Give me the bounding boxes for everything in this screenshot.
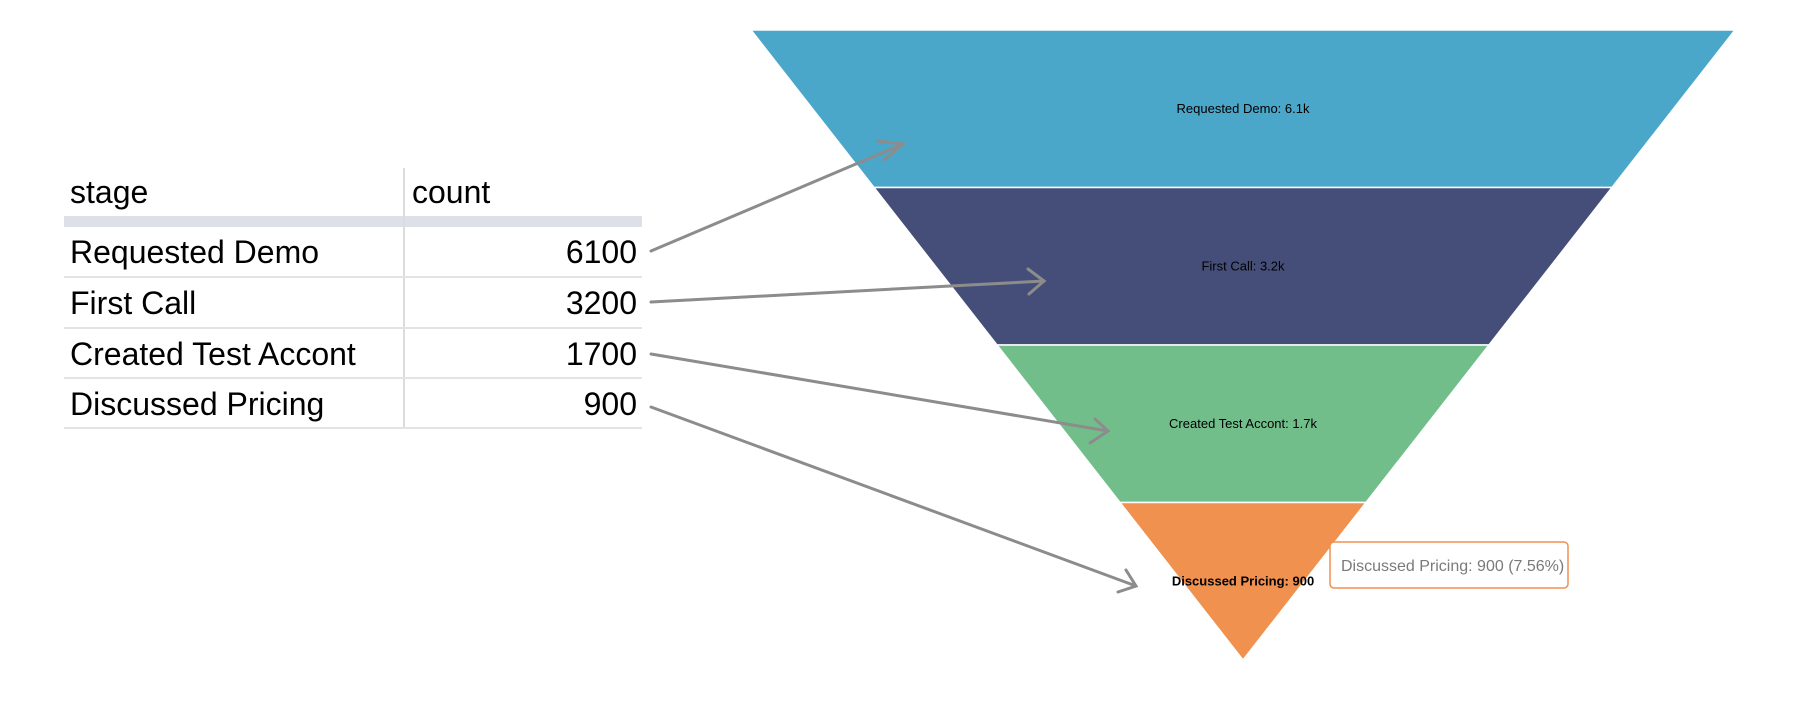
funnel-segment[interactable] <box>1118 501 1368 662</box>
column-header-count: count <box>412 174 490 210</box>
stage-count-table: stage count Requested Demo 6100 First Ca… <box>64 168 642 429</box>
arrow-requested-demo <box>649 139 907 253</box>
arrow-shaft <box>649 142 905 253</box>
arrow-head <box>1088 417 1111 445</box>
arrow-shaft <box>649 352 1110 433</box>
funnel-segment-label: First Call: 3.2k <box>1201 258 1285 273</box>
row-stage-cell: Created Test Accont <box>70 336 356 372</box>
funnel-segment-label: Created Test Accont: 1.7k <box>1169 416 1317 431</box>
row-stage-cell: Discussed Pricing <box>70 386 324 422</box>
arrow-created-test-account <box>649 352 1111 445</box>
funnel-chart: Requested Demo: 6.1k First Call: 3.2k Crea… <box>749 29 1737 662</box>
table-row: Requested Demo 6100 <box>64 234 642 278</box>
row-count-cell: 1700 <box>566 336 637 372</box>
row-count-cell: 900 <box>584 386 637 422</box>
connector-arrows <box>649 139 1139 594</box>
table-row: First Call 3200 <box>64 285 642 329</box>
tooltip-box <box>1329 541 1569 589</box>
table-row: Discussed Pricing 900 <box>64 386 642 429</box>
table-header-underline <box>64 216 642 227</box>
arrow-first-call <box>649 267 1047 304</box>
row-stage-cell: Requested Demo <box>70 234 319 270</box>
column-header-stage: stage <box>70 174 148 210</box>
funnel-segment-label: Requested Demo: 6.1k <box>1177 101 1310 116</box>
row-count-cell: 3200 <box>566 285 637 321</box>
arrow-shaft <box>649 405 1138 588</box>
arrow-shaft <box>649 279 1046 304</box>
arrow-head <box>1026 267 1047 296</box>
hover-tooltip: Discussed Pricing: 900 (7.56%) <box>1329 541 1569 589</box>
arrow-head <box>1116 568 1139 594</box>
arrow-head <box>876 139 907 162</box>
row-stage-cell: First Call <box>70 285 196 321</box>
tooltip-text: Discussed Pricing: 900 (7.56%) <box>1341 558 1564 575</box>
table-row: Created Test Accont 1700 <box>64 336 642 379</box>
row-count-cell: 6100 <box>566 234 637 270</box>
arrow-discussed-pricing <box>649 405 1139 594</box>
funnel-segment-label: Discussed Pricing: 900 <box>1172 573 1314 588</box>
